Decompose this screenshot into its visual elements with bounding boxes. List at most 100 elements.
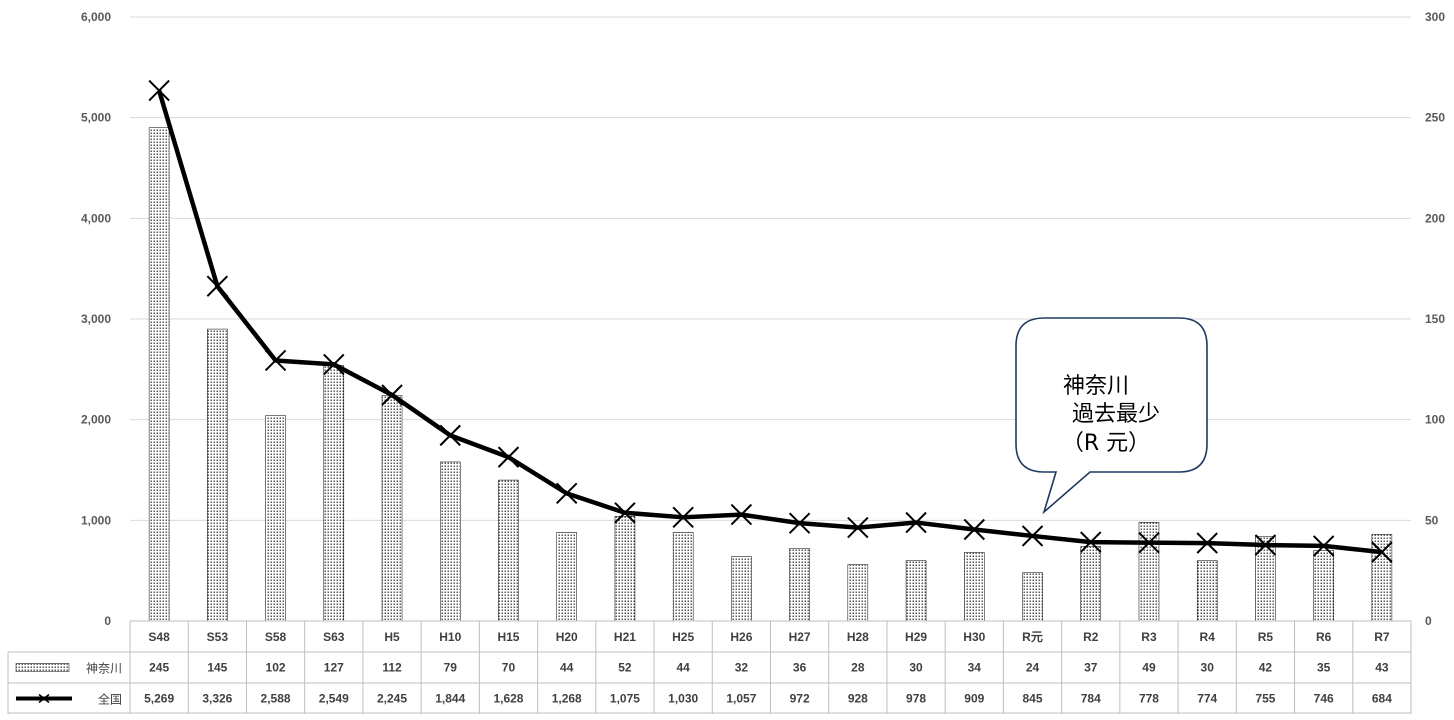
bar [556, 532, 577, 622]
data-point-marker [323, 353, 345, 376]
left-tick-label: 4,000 [81, 211, 111, 225]
data-point-marker [1196, 532, 1218, 554]
category-label: S63 [323, 630, 345, 644]
data-point-marker [672, 506, 694, 529]
category-label: S53 [207, 630, 229, 644]
right-tick-label: 50 [1425, 513, 1439, 527]
left-tick-label: 3,000 [81, 312, 111, 326]
callout-line-3: （R 元） [1062, 431, 1150, 456]
category-label: R4 [1200, 630, 1216, 644]
data-point-marker [206, 275, 229, 297]
category-label: H10 [439, 630, 461, 644]
right-tick-label: 300 [1425, 10, 1445, 24]
category-label: H21 [614, 630, 636, 644]
table-value: 2,245 [377, 692, 407, 706]
category-label: H27 [789, 630, 811, 644]
bar [731, 556, 752, 622]
series-name: 神奈川 [86, 662, 122, 676]
table-value: 1,628 [493, 692, 523, 706]
bar [1313, 550, 1334, 622]
bar [1196, 560, 1218, 622]
kanagawa-bars [148, 127, 1393, 622]
table-value: 845 [1023, 692, 1043, 706]
bar [789, 548, 810, 622]
right-tick-label: 100 [1425, 413, 1445, 427]
data-table: S48 S53 S58 S63 H5 H10 H15 H20 H21 H25 H26 H27 H28 H2… [7, 620, 1412, 714]
table-value: 746 [1314, 692, 1334, 706]
right-tick-label: 250 [1425, 111, 1445, 125]
bar [1080, 546, 1101, 622]
bar [905, 560, 927, 622]
table-value: 42 [1259, 661, 1273, 675]
bar [672, 532, 694, 622]
table-value: 3,326 [202, 692, 232, 706]
category-label: R元 [1022, 630, 1043, 644]
data-point-marker [497, 446, 520, 468]
category-label: R6 [1316, 630, 1332, 644]
table-value: 1,075 [610, 692, 640, 706]
table-value: 1,844 [435, 692, 465, 706]
bar [440, 461, 461, 622]
national-line [148, 79, 1393, 563]
bar [614, 516, 636, 622]
left-axis-ticks: 0 1,000 2,000 3,000 4,000 5,000 6,000 [81, 10, 111, 628]
table-value: 35 [1317, 661, 1331, 675]
table-value: 37 [1084, 661, 1098, 675]
category-label: R3 [1141, 630, 1157, 644]
left-tick-label: 5,000 [81, 111, 111, 125]
table-value: 49 [1142, 661, 1156, 675]
bar [207, 328, 228, 622]
table-value: 1,057 [726, 692, 756, 706]
table-value: 102 [266, 661, 286, 675]
table-value: 32 [735, 661, 749, 675]
category-label: H29 [905, 630, 927, 644]
table-value: 972 [790, 692, 810, 706]
legend-line-marker [38, 693, 50, 704]
table-value: 5,269 [144, 692, 174, 706]
bar [847, 564, 869, 622]
bar [323, 365, 345, 622]
data-point-marker [1080, 531, 1102, 553]
table-value: 36 [793, 661, 807, 675]
national-series-line [156, 89, 1383, 555]
table-value: 30 [909, 661, 923, 675]
table-value: 2,588 [261, 692, 291, 706]
data-point-marker [614, 502, 636, 524]
right-tick-label: 150 [1425, 312, 1445, 326]
callout-line-1: 神奈川 [1063, 374, 1129, 399]
bar [265, 415, 286, 622]
table-value: 909 [964, 692, 984, 706]
category-label: H28 [847, 630, 869, 644]
table-value: 978 [906, 692, 926, 706]
data-point-marker [1138, 531, 1160, 554]
table-value: 2,549 [319, 692, 349, 706]
data-point-marker [730, 503, 753, 526]
table-value: 684 [1372, 692, 1392, 706]
data-point-marker [555, 482, 578, 505]
left-tick-label: 0 [104, 614, 111, 628]
data-point-marker [1371, 541, 1393, 563]
data-point-marker [1254, 534, 1277, 556]
data-point-marker [905, 511, 927, 534]
bar [498, 479, 519, 622]
bar [1022, 572, 1043, 622]
table-value: 28 [851, 661, 865, 675]
table-value: 245 [149, 661, 169, 675]
right-tick-label: 200 [1425, 211, 1445, 225]
table-value: 928 [848, 692, 868, 706]
data-point-marker [788, 512, 811, 534]
callout-bubble [1015, 317, 1208, 515]
table-value: 145 [207, 661, 227, 675]
table-value: 778 [1139, 692, 1159, 706]
table-value: 34 [968, 661, 982, 675]
callout-line-2: 過去最少 [1072, 402, 1160, 427]
data-point-marker [963, 518, 986, 541]
category-label: H20 [556, 630, 578, 644]
table-value: 70 [502, 661, 516, 675]
table-value: 1,030 [668, 692, 698, 706]
bar [1371, 534, 1393, 622]
category-label: H15 [497, 630, 519, 644]
series-name: 全国 [98, 692, 122, 707]
bar [964, 552, 985, 622]
right-tick-label: 0 [1425, 614, 1432, 628]
